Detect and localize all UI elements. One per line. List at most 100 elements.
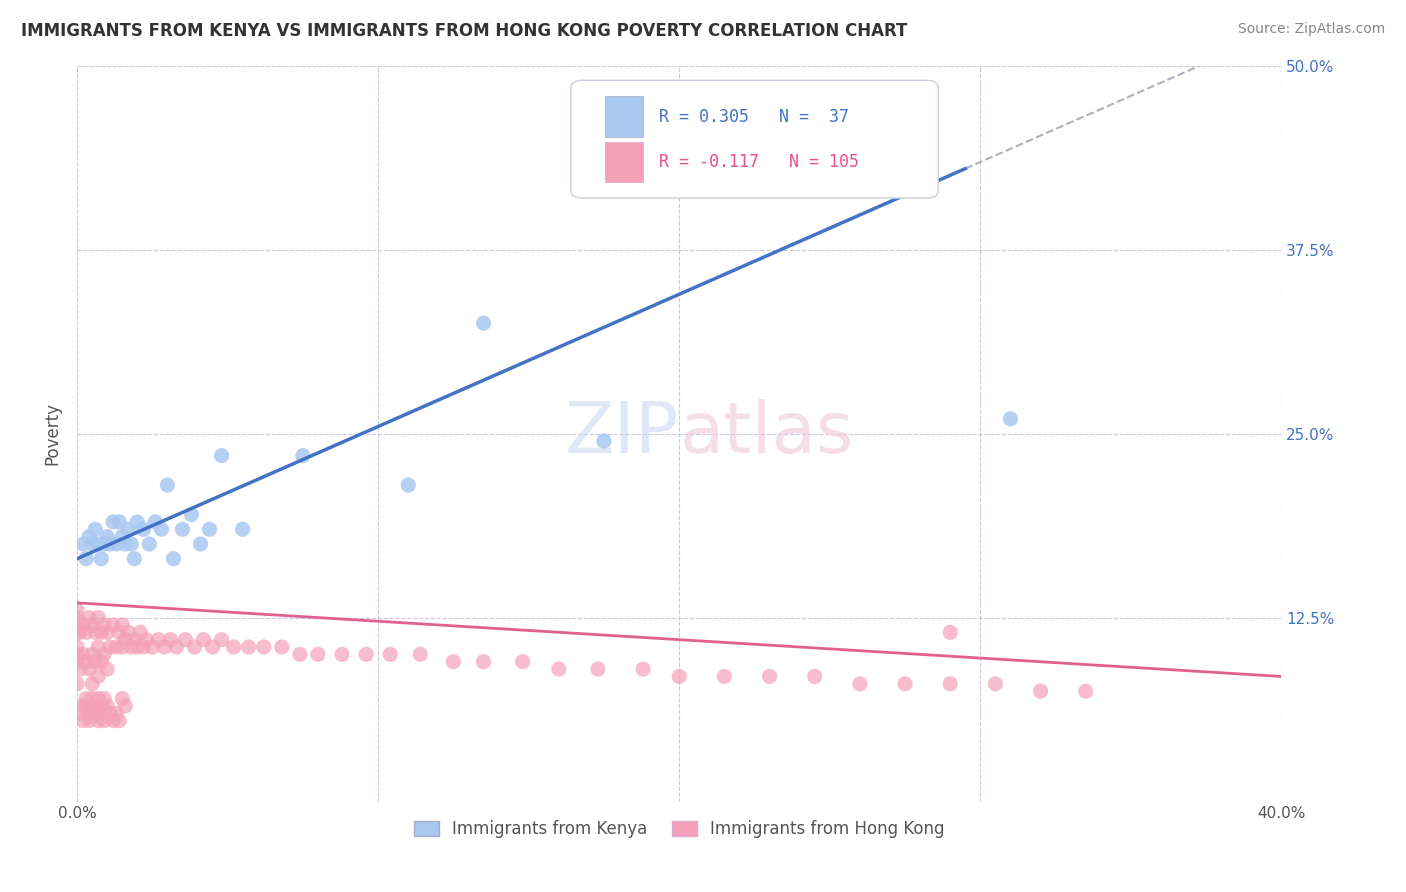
Point — [84, 706, 107, 721]
Point — [108, 625, 131, 640]
Point — [172, 522, 194, 536]
Point — [77, 610, 100, 624]
Point — [939, 677, 962, 691]
Point — [66, 625, 89, 640]
Point — [105, 640, 128, 654]
Text: IMMIGRANTS FROM KENYA VS IMMIGRANTS FROM HONG KONG POVERTY CORRELATION CHART: IMMIGRANTS FROM KENYA VS IMMIGRANTS FROM… — [21, 22, 907, 40]
Point — [96, 625, 118, 640]
Point — [98, 640, 121, 654]
Point — [512, 655, 534, 669]
Point — [96, 530, 118, 544]
Point — [307, 648, 329, 662]
Point — [75, 551, 97, 566]
Point — [72, 714, 94, 728]
Point — [253, 640, 276, 654]
Point — [111, 618, 134, 632]
Point — [96, 662, 118, 676]
Point — [72, 618, 94, 632]
Point — [330, 648, 353, 662]
Point — [758, 161, 780, 176]
Point — [1029, 684, 1052, 698]
Point — [111, 640, 134, 654]
Point — [82, 648, 104, 662]
Point — [75, 698, 97, 713]
Point — [90, 655, 112, 669]
Point — [127, 640, 149, 654]
Legend: Immigrants from Kenya, Immigrants from Hong Kong: Immigrants from Kenya, Immigrants from H… — [406, 814, 952, 845]
Point — [90, 698, 112, 713]
Point — [98, 706, 121, 721]
Point — [82, 537, 104, 551]
Point — [82, 618, 104, 632]
Point — [93, 618, 115, 632]
Point — [132, 640, 155, 654]
Point — [75, 691, 97, 706]
Point — [120, 537, 142, 551]
Point — [111, 530, 134, 544]
Point — [291, 449, 314, 463]
Point — [894, 677, 917, 691]
Point — [66, 655, 89, 669]
Text: atlas: atlas — [679, 399, 853, 468]
Point — [141, 640, 163, 654]
Point — [98, 537, 121, 551]
Point — [162, 551, 184, 566]
Point — [232, 522, 254, 536]
Point — [114, 698, 136, 713]
Point — [668, 669, 690, 683]
Text: R = -0.117   N = 105: R = -0.117 N = 105 — [659, 153, 859, 171]
Point — [84, 522, 107, 536]
Point — [547, 662, 569, 676]
Text: Source: ZipAtlas.com: Source: ZipAtlas.com — [1237, 22, 1385, 37]
Point — [593, 434, 616, 448]
Point — [183, 640, 205, 654]
Point — [93, 648, 115, 662]
Point — [93, 714, 115, 728]
Point — [75, 625, 97, 640]
Point — [84, 655, 107, 669]
Point — [103, 618, 125, 632]
Point — [66, 618, 89, 632]
Point — [156, 478, 179, 492]
Point — [66, 640, 89, 654]
Point — [87, 669, 110, 683]
Point — [82, 698, 104, 713]
Point — [77, 662, 100, 676]
Point — [105, 706, 128, 721]
Point — [129, 625, 152, 640]
Point — [82, 677, 104, 691]
Point — [108, 714, 131, 728]
Point — [211, 632, 233, 647]
Point — [396, 478, 419, 492]
Text: R = 0.305   N =  37: R = 0.305 N = 37 — [659, 108, 849, 126]
Point — [849, 677, 872, 691]
Point — [93, 537, 115, 551]
FancyBboxPatch shape — [605, 142, 643, 182]
Point — [758, 669, 780, 683]
Point — [114, 537, 136, 551]
Point — [153, 640, 176, 654]
Point — [120, 640, 142, 654]
Point — [87, 691, 110, 706]
Point — [96, 698, 118, 713]
Point — [713, 669, 735, 683]
Point — [114, 632, 136, 647]
Y-axis label: Poverty: Poverty — [44, 402, 60, 465]
Point — [82, 691, 104, 706]
FancyBboxPatch shape — [571, 80, 938, 198]
Point — [135, 632, 157, 647]
Point — [87, 610, 110, 624]
Point — [198, 522, 221, 536]
Point — [69, 625, 91, 640]
Point — [93, 691, 115, 706]
Point — [354, 648, 377, 662]
Point — [238, 640, 260, 654]
Point — [190, 537, 212, 551]
Point — [117, 522, 139, 536]
Point — [193, 632, 215, 647]
Point — [72, 648, 94, 662]
Point — [124, 551, 146, 566]
Point — [84, 625, 107, 640]
Point — [72, 698, 94, 713]
Point — [211, 449, 233, 463]
